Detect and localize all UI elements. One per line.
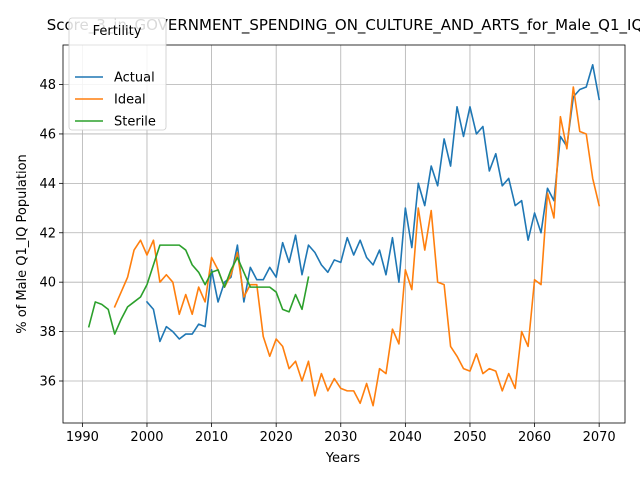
plot-area-frame xyxy=(62,44,626,424)
legend-label-sterile: Sterile xyxy=(114,115,156,130)
x-axis-ticks: 1990 2000 2010 2020 2030 2040 2050 2060 2070 xyxy=(66,423,616,445)
x-axis-label: Years xyxy=(325,451,361,466)
y-tick-label: 48 xyxy=(39,78,56,93)
y-tick-label: 42 xyxy=(39,226,56,241)
x-tick-label: 2020 xyxy=(260,430,293,445)
x-tick-label: 2070 xyxy=(583,430,616,445)
y-axis-label: % of Male Q1_IQ Population xyxy=(15,154,30,334)
x-tick-label: 2000 xyxy=(130,430,163,445)
legend-label-actual: Actual xyxy=(114,71,155,86)
y-axis-ticks: 36 38 40 42 44 46 48 xyxy=(39,78,63,390)
y-tick-label: 40 xyxy=(39,276,56,291)
x-tick-label: 2010 xyxy=(195,430,228,445)
x-tick-label: 2040 xyxy=(389,430,422,445)
chart-title: Score_3_in_GOVERNMENT_SPENDING_ON_CULTUR… xyxy=(47,16,640,35)
series-line-ideal xyxy=(113,86,601,407)
legend-entries: Actual Ideal Sterile xyxy=(75,71,156,130)
x-tick-label: 2050 xyxy=(453,430,486,445)
y-tick-label: 46 xyxy=(39,127,56,142)
x-tick-label: 2030 xyxy=(324,430,357,445)
y-tick-label: 38 xyxy=(39,325,56,340)
x-tick-label: 1990 xyxy=(66,430,99,445)
x-tick-label: 2060 xyxy=(518,430,551,445)
y-tick-label: 44 xyxy=(39,177,56,192)
series-line-actual xyxy=(145,63,601,343)
series-lines xyxy=(87,63,601,407)
legend: Fertility Actual Ideal Sterile xyxy=(68,17,167,131)
legend-box xyxy=(68,17,167,131)
legend-label-ideal: Ideal xyxy=(114,93,146,108)
legend-title: Fertility xyxy=(93,24,142,39)
series-line-sterile xyxy=(87,244,310,335)
grid xyxy=(63,45,625,423)
y-tick-label: 36 xyxy=(39,375,56,390)
